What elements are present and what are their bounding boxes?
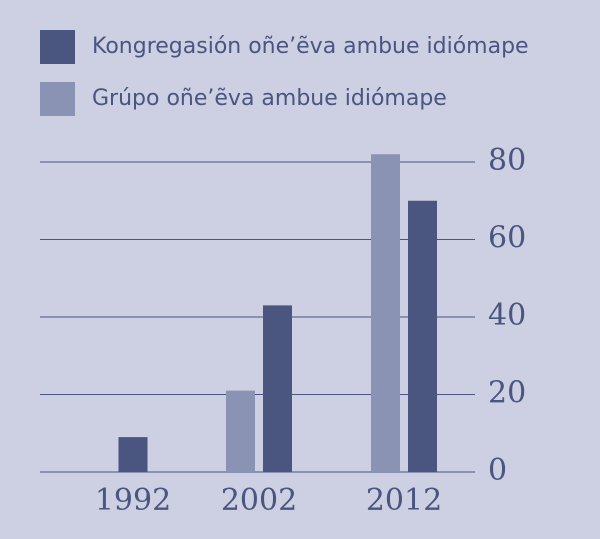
y-tick-label: 40 (488, 298, 526, 333)
y-tick-label: 0 (488, 453, 507, 488)
legend-label: Grúpo oñe’ẽva ambue idiómape (92, 86, 447, 111)
y-tick-label: 60 (488, 221, 526, 256)
x-tick-label: 1992 (95, 483, 171, 518)
y-tick-label: 80 (488, 143, 526, 178)
bar (263, 305, 292, 472)
x-tick-label: 2002 (221, 483, 297, 518)
bar (226, 390, 255, 472)
legend-swatch (40, 30, 75, 64)
bar (408, 200, 437, 472)
bar (371, 154, 400, 472)
legend-label: Kongregasión oñe’ẽva ambue idiómape (92, 34, 529, 59)
y-tick-label: 20 (488, 376, 526, 411)
bar (118, 437, 148, 472)
legend-swatch (40, 82, 75, 116)
x-tick-label: 2012 (366, 483, 442, 518)
